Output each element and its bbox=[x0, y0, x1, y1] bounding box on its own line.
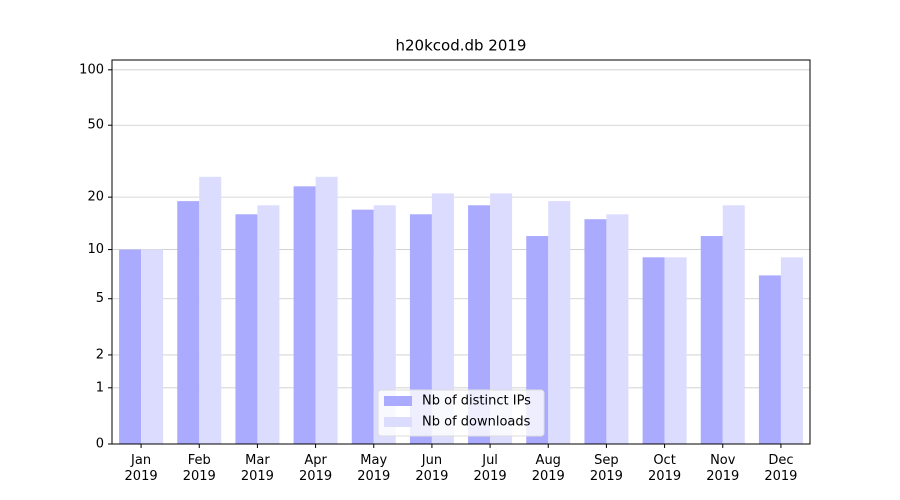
bar bbox=[584, 219, 607, 444]
bar bbox=[315, 176, 338, 444]
y-tick-label: 1 bbox=[96, 380, 104, 395]
bar bbox=[293, 186, 316, 444]
bar bbox=[490, 193, 513, 444]
y-tick-label: 20 bbox=[87, 190, 104, 205]
bar bbox=[257, 205, 280, 444]
x-tick-label: May 2019 bbox=[357, 453, 391, 484]
legend-box bbox=[377, 389, 545, 437]
y-tick-label: 0 bbox=[96, 437, 104, 452]
y-tick-label: 50 bbox=[87, 118, 104, 133]
y-tick-label: 2 bbox=[96, 347, 104, 362]
grid bbox=[112, 69, 810, 445]
bar bbox=[373, 205, 396, 444]
bar bbox=[548, 201, 571, 444]
legend-label: Nb of distinct IPs bbox=[422, 394, 531, 409]
x-tick-label: Jun 2019 bbox=[415, 453, 449, 484]
y-tick-label: 5 bbox=[96, 291, 104, 306]
bar bbox=[431, 193, 454, 444]
x-tick-label: Nov 2019 bbox=[706, 453, 740, 484]
bar bbox=[758, 275, 781, 444]
x-tick-label: Jul 2019 bbox=[473, 453, 507, 484]
x-tick-label: Sep 2019 bbox=[589, 453, 623, 484]
bar bbox=[351, 209, 374, 444]
bar bbox=[722, 205, 745, 444]
axes-frame bbox=[111, 59, 811, 445]
y-tick-label: 10 bbox=[87, 242, 104, 257]
bar bbox=[177, 201, 200, 444]
bar bbox=[468, 205, 491, 444]
legend-swatch bbox=[384, 417, 412, 427]
x-tick-label: Aug 2019 bbox=[531, 453, 565, 484]
x-tick-label: Jan 2019 bbox=[124, 453, 158, 484]
bar bbox=[780, 257, 803, 444]
y-tick-label: 100 bbox=[79, 62, 104, 77]
x-tick-label: Mar 2019 bbox=[240, 453, 274, 484]
bar bbox=[119, 249, 142, 444]
bar bbox=[606, 214, 629, 444]
bar bbox=[409, 214, 432, 444]
bar bbox=[700, 236, 723, 444]
bar bbox=[664, 257, 687, 444]
x-tick-label: Apr 2019 bbox=[299, 453, 333, 484]
chart-title: h20kcod.db 2019 bbox=[396, 37, 527, 55]
legend: Nb of distinct IPs Nb of downloads bbox=[377, 389, 545, 437]
x-tick-label: Dec 2019 bbox=[764, 453, 798, 484]
bar bbox=[141, 249, 164, 444]
x-tick-label: Feb 2019 bbox=[182, 453, 216, 484]
bar bbox=[235, 214, 258, 444]
x-tick-label: Oct 2019 bbox=[648, 453, 682, 484]
bar bbox=[642, 257, 665, 444]
legend-swatch bbox=[384, 396, 412, 406]
bar bbox=[199, 176, 222, 444]
legend-label: Nb of downloads bbox=[422, 415, 531, 430]
